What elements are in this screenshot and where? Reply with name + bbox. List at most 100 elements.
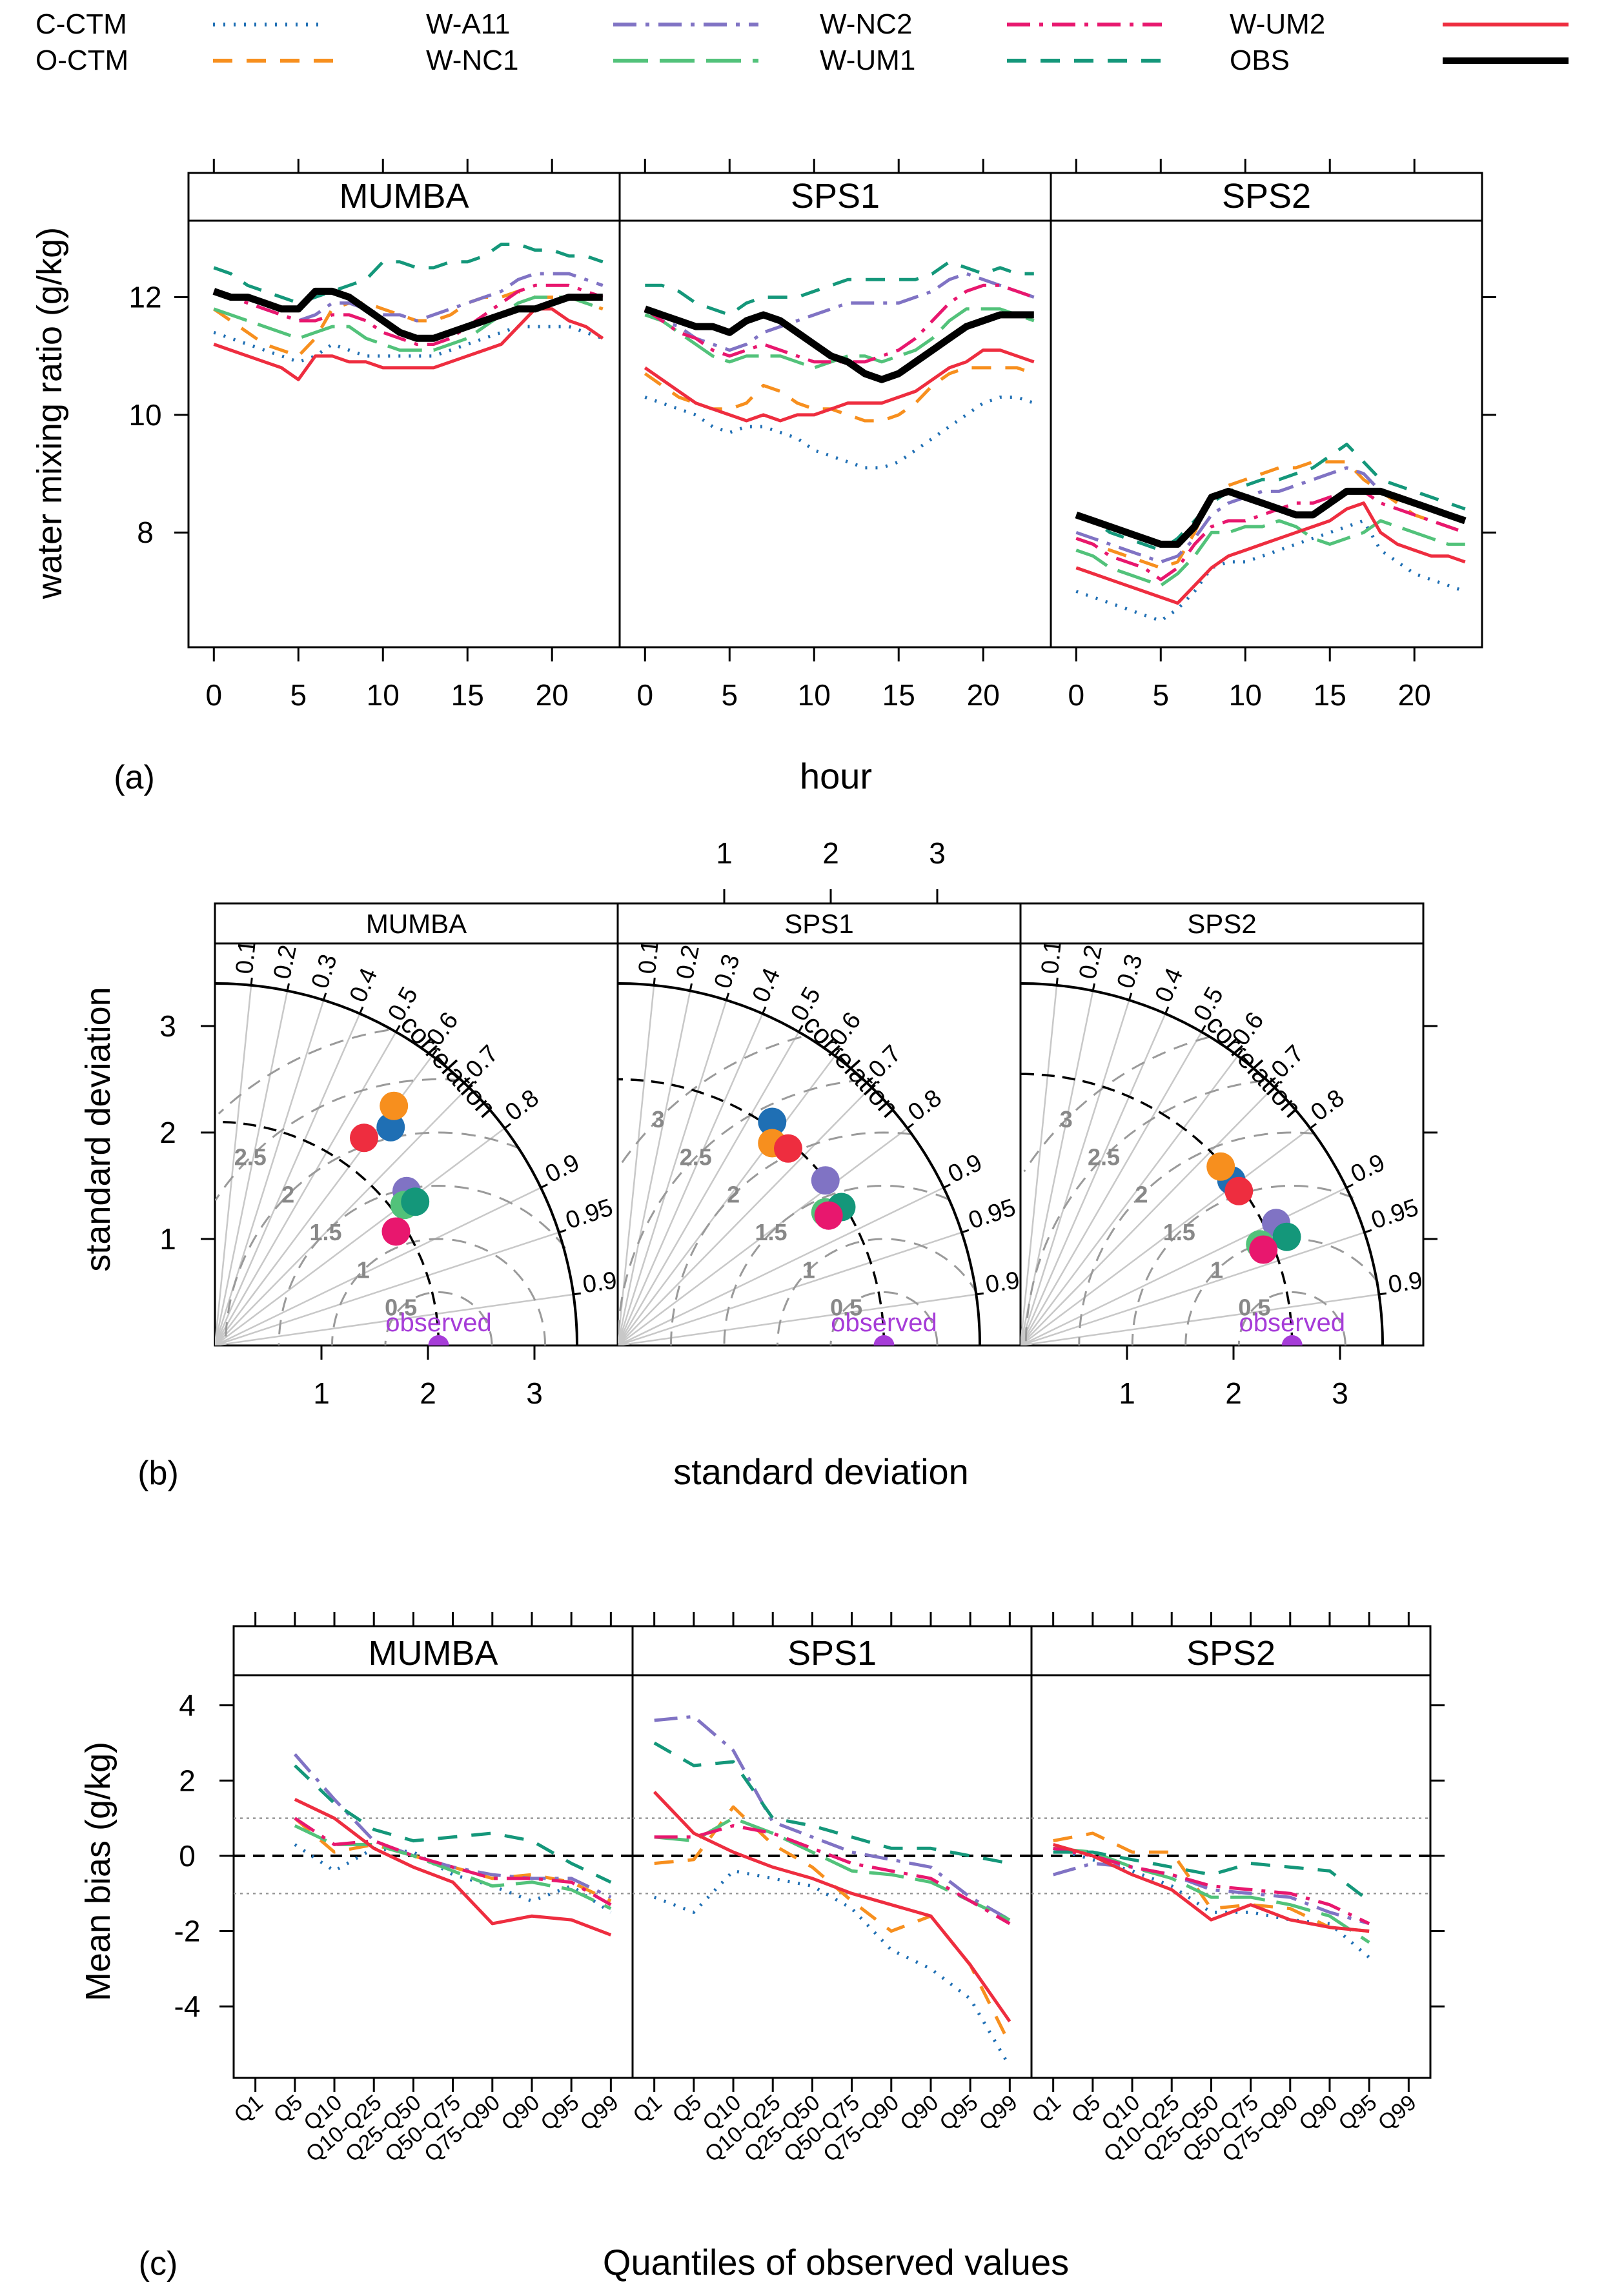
facet-mumba: 0.1 0.2 0.3 0.4 0.50.60.70.80.90.950.990.511… <box>214 902 632 1410</box>
rms-label: 3 <box>651 1106 664 1133</box>
x-tick-label: 10 <box>367 678 400 712</box>
series-w-a11 <box>644 272 1035 352</box>
strip <box>616 902 1022 945</box>
series-w-um2 <box>644 348 1035 423</box>
legend-label: OBS <box>1230 45 1290 76</box>
x-tick-label: 5 <box>1152 678 1169 712</box>
correlation-ray <box>618 1031 800 1345</box>
strip <box>1019 902 1425 945</box>
chart-a: MUMBA 0 5 10 15 20 SPS1 0 5 10 15 20 SPS2 0 5 10 15 20 8 10… <box>30 159 1496 796</box>
legend-item: W-NC1 <box>426 45 758 76</box>
x-tick-label: 1 <box>1119 1376 1135 1410</box>
series-w-um1 <box>294 1764 612 1884</box>
point-c-ctm <box>376 1113 405 1142</box>
correlation-tick <box>798 1025 804 1032</box>
point-w-um1 <box>1272 1222 1301 1251</box>
correlation-ray <box>215 1127 505 1345</box>
facet-title: SPS1 <box>787 1634 877 1673</box>
correlation-label: 0.99 <box>581 1265 632 1298</box>
facet-title: MUMBA <box>340 177 469 216</box>
x-tick-label: Q5 <box>668 2090 706 2128</box>
correlation-ray <box>618 1055 836 1345</box>
rms-arc <box>215 1078 460 1202</box>
y-tick-label: -4 <box>174 1989 201 2023</box>
legend-item: O-CTM <box>36 45 342 76</box>
correlation-ray <box>1021 1231 1365 1345</box>
observed-sd-arc <box>618 1078 886 1345</box>
legend-label: W-UM2 <box>1230 8 1325 40</box>
correlation-tick <box>1379 1292 1387 1296</box>
correlation-label: 0.2 <box>671 943 705 982</box>
correlation-tick <box>573 1292 582 1296</box>
facet-mumba: MUMBA 0 5 10 15 20 <box>187 159 621 712</box>
rms-arc <box>384 1291 493 1345</box>
y-tick-label: 0 <box>179 1839 196 1873</box>
correlation-tick <box>1164 1006 1170 1014</box>
x-tick-label: 20 <box>1398 678 1431 712</box>
rms-arc <box>723 1185 950 1345</box>
correlation-ray <box>215 1031 397 1345</box>
correlation-ray <box>215 991 289 1345</box>
outer-arc <box>215 982 578 1345</box>
observed-label: observed <box>385 1309 492 1337</box>
correlation-ray <box>1021 1000 1130 1345</box>
rms-arc <box>618 1079 864 1345</box>
correlation-tick <box>976 1292 984 1296</box>
legend-item: W-A11 <box>426 8 758 40</box>
facet-title: SPS2 <box>1186 1634 1275 1673</box>
rms-arc <box>1131 1185 1354 1345</box>
series-c-ctm <box>294 1843 612 1914</box>
facet-sps2: 0.1 0.2 0.3 0.4 0.50.60.70.80.90.950.990.511… <box>1019 902 1425 1410</box>
point-w-nc2 <box>1249 1235 1278 1264</box>
correlation-ray <box>215 1086 469 1345</box>
series-w-nc1 <box>654 1817 1011 1922</box>
correlation-tick <box>1273 1081 1280 1088</box>
x-tick-label: 3 <box>526 1376 543 1410</box>
correlation-label: 0.99 <box>984 1265 1035 1298</box>
series-w-nc2 <box>644 283 1035 364</box>
observed-label: observed <box>831 1309 937 1337</box>
y-tick-label: 2 <box>159 1116 176 1149</box>
facet-title: SPS1 <box>791 177 880 216</box>
facet-sps2: SPS2 0 5 10 15 20 <box>1050 159 1483 712</box>
correlation-ray <box>1021 1293 1379 1345</box>
correlation-tick <box>503 1123 511 1129</box>
rms-arc <box>1237 1291 1346 1345</box>
facet-title: SPS2 <box>1222 177 1311 216</box>
series-w-a11 <box>1053 1862 1370 1926</box>
x-tick-label: 20 <box>536 678 569 712</box>
x-tick-label: Q5 <box>1067 2090 1105 2128</box>
rms-label: 1 <box>357 1256 370 1283</box>
series-w-um1 <box>213 243 604 305</box>
rms-label: 3 <box>1060 1106 1073 1133</box>
y-axis-label: standard deviation <box>79 987 117 1271</box>
correlation-ray <box>618 991 691 1345</box>
x-tick-label: Q95 <box>935 2090 983 2135</box>
chart-b: 0.1 0.2 0.3 0.4 0.50.60.70.80.90.950.990.511… <box>79 836 1437 1492</box>
x-axis-label: Quantiles of observed values <box>603 2242 1069 2282</box>
rms-label: 1.5 <box>755 1219 787 1245</box>
x-tick-label: 10 <box>1229 678 1262 712</box>
observed-sd-arc <box>1021 1072 1294 1345</box>
observed-point <box>1281 1335 1303 1345</box>
correlation-tick <box>762 1006 767 1014</box>
rms-arc <box>1078 1131 1315 1345</box>
outer-arc <box>618 982 981 1345</box>
x-tick-label: 2 <box>420 1376 436 1410</box>
point-w-nc2 <box>814 1201 843 1230</box>
x-tick-label: 15 <box>451 678 484 712</box>
legend-label: W-NC1 <box>426 45 518 76</box>
panel-label: (a) <box>114 759 155 796</box>
series-w-nc1 <box>213 296 604 352</box>
x-tick-label: Q1 <box>230 2090 268 2128</box>
facet-frame <box>1050 172 1483 649</box>
point-c-ctm <box>758 1107 787 1136</box>
rms-label: 2 <box>1135 1182 1148 1208</box>
x-tick-label: Q1 <box>629 2090 667 2128</box>
series-w-nc2 <box>1075 489 1466 581</box>
observed-point <box>873 1335 895 1345</box>
correlation-ray <box>215 1293 574 1345</box>
correlation-ray <box>1021 1187 1347 1345</box>
point-w-um2 <box>350 1123 378 1153</box>
